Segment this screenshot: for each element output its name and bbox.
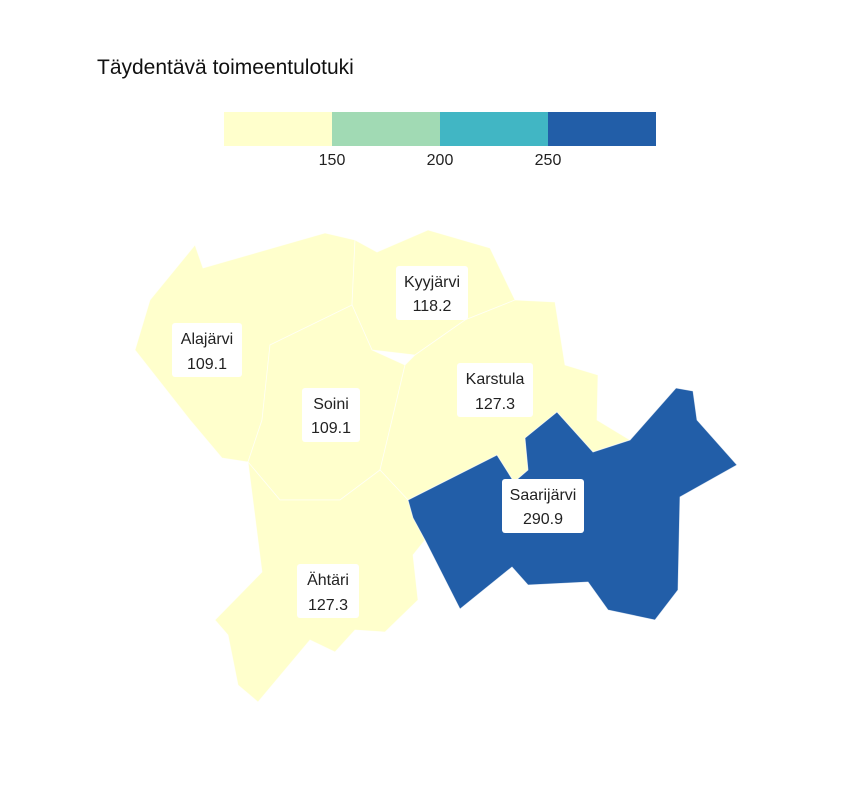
region-name: Saarijärvi [510,487,577,504]
label-karstula: Karstula 127.3 [457,363,533,417]
region-name: Soini [313,396,349,413]
legend-tick-200: 200 [426,152,454,169]
label-box [396,266,468,320]
label-box [457,363,533,417]
region-value: 109.1 [311,420,351,437]
region-name: Ähtäri [307,571,349,589]
map-title: Täydentävä toimeentulotuki [97,56,354,79]
color-legend [224,112,656,146]
legend-swatch-3 [440,112,548,146]
label-box [302,388,360,442]
legend-tick-150: 150 [318,152,346,169]
label-kyyjarvi: Kyyjärvi 118.2 [396,266,468,320]
legend-tick-250: 250 [534,152,562,169]
label-saarijarvi: Saarijärvi 290.9 [502,479,584,533]
region-value: 118.2 [413,298,452,315]
label-box [172,323,242,377]
region-value: 127.3 [308,597,348,614]
label-alajarvi: Alajärvi 109.1 [172,323,242,377]
region-name: Kyyjärvi [404,274,460,291]
region-name: Karstula [466,371,525,388]
region-value: 127.3 [475,396,515,413]
label-box [297,564,359,618]
legend-swatch-4 [548,112,656,146]
label-box [502,479,584,533]
legend-swatch-1 [224,112,332,146]
region-value: 290.9 [523,511,563,528]
legend-swatch-2 [332,112,440,146]
region-value: 109.1 [187,356,227,373]
label-ahtari: Ähtäri 127.3 [297,564,359,618]
region-name: Alajärvi [181,331,233,348]
label-soini: Soini 109.1 [302,388,360,442]
